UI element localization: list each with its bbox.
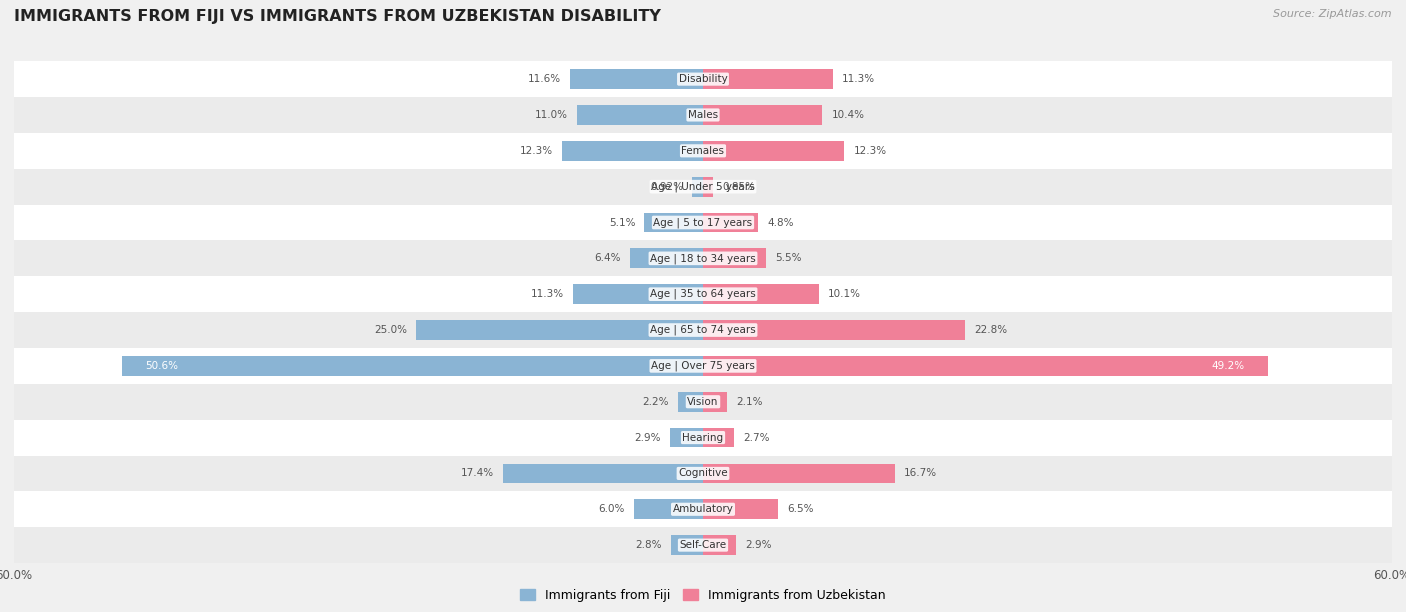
Text: IMMIGRANTS FROM FIJI VS IMMIGRANTS FROM UZBEKISTAN DISABILITY: IMMIGRANTS FROM FIJI VS IMMIGRANTS FROM … <box>14 9 661 24</box>
Bar <box>703 212 758 233</box>
Bar <box>671 536 703 555</box>
Text: 22.8%: 22.8% <box>974 325 1007 335</box>
Bar <box>703 69 832 89</box>
Text: 2.9%: 2.9% <box>634 433 661 442</box>
Text: Males: Males <box>688 110 718 120</box>
Text: 16.7%: 16.7% <box>904 468 936 479</box>
Text: Hearing: Hearing <box>682 433 724 442</box>
Text: Cognitive: Cognitive <box>678 468 728 479</box>
Text: Age | 65 to 74 years: Age | 65 to 74 years <box>650 325 756 335</box>
Text: 17.4%: 17.4% <box>461 468 494 479</box>
Text: Age | 18 to 34 years: Age | 18 to 34 years <box>650 253 756 264</box>
Bar <box>703 428 734 447</box>
Text: 2.8%: 2.8% <box>636 540 662 550</box>
Text: 4.8%: 4.8% <box>768 217 794 228</box>
Bar <box>703 105 823 125</box>
Bar <box>14 61 1392 97</box>
Bar <box>14 276 1392 312</box>
Text: Vision: Vision <box>688 397 718 407</box>
Text: Age | Over 75 years: Age | Over 75 years <box>651 360 755 371</box>
Text: 11.6%: 11.6% <box>527 74 561 84</box>
Bar <box>416 320 703 340</box>
Bar <box>14 204 1392 241</box>
Text: 10.4%: 10.4% <box>831 110 865 120</box>
Text: 11.0%: 11.0% <box>534 110 568 120</box>
Text: 2.7%: 2.7% <box>744 433 769 442</box>
Text: 2.2%: 2.2% <box>643 397 669 407</box>
Bar <box>503 463 703 483</box>
Bar <box>703 356 1268 376</box>
Bar <box>703 320 965 340</box>
Text: 2.9%: 2.9% <box>745 540 772 550</box>
Text: 11.3%: 11.3% <box>842 74 875 84</box>
Text: Ambulatory: Ambulatory <box>672 504 734 514</box>
Bar <box>576 105 703 125</box>
Bar <box>630 248 703 268</box>
Text: Females: Females <box>682 146 724 156</box>
Bar <box>703 285 818 304</box>
Bar <box>703 141 844 161</box>
Bar <box>669 428 703 447</box>
Bar <box>703 392 727 412</box>
Bar <box>14 97 1392 133</box>
Text: Self-Care: Self-Care <box>679 540 727 550</box>
Text: Age | 5 to 17 years: Age | 5 to 17 years <box>654 217 752 228</box>
Text: 50.6%: 50.6% <box>145 361 179 371</box>
Text: 6.4%: 6.4% <box>593 253 620 263</box>
Bar <box>14 527 1392 563</box>
Bar <box>14 312 1392 348</box>
Bar <box>569 69 703 89</box>
Bar <box>14 420 1392 455</box>
Bar <box>14 348 1392 384</box>
Bar <box>678 392 703 412</box>
Text: 11.3%: 11.3% <box>531 289 564 299</box>
Text: Disability: Disability <box>679 74 727 84</box>
Bar <box>692 177 703 196</box>
Bar <box>634 499 703 519</box>
Bar <box>644 212 703 233</box>
Text: 2.1%: 2.1% <box>737 397 763 407</box>
Text: 5.1%: 5.1% <box>609 217 636 228</box>
Bar <box>14 241 1392 276</box>
Bar <box>14 133 1392 169</box>
Bar <box>703 499 778 519</box>
Bar <box>14 455 1392 491</box>
Text: Source: ZipAtlas.com: Source: ZipAtlas.com <box>1274 9 1392 19</box>
Bar <box>562 141 703 161</box>
Bar <box>14 491 1392 527</box>
Bar <box>14 384 1392 420</box>
Bar <box>703 177 713 196</box>
Text: Age | Under 5 years: Age | Under 5 years <box>651 181 755 192</box>
Text: 49.2%: 49.2% <box>1212 361 1244 371</box>
Text: 6.0%: 6.0% <box>599 504 624 514</box>
Bar <box>574 285 703 304</box>
Bar <box>703 536 737 555</box>
Bar <box>703 248 766 268</box>
Text: 5.5%: 5.5% <box>775 253 801 263</box>
Bar <box>122 356 703 376</box>
Text: 25.0%: 25.0% <box>374 325 406 335</box>
Text: Age | 35 to 64 years: Age | 35 to 64 years <box>650 289 756 299</box>
Text: 6.5%: 6.5% <box>787 504 813 514</box>
Text: 12.3%: 12.3% <box>519 146 553 156</box>
Text: 0.85%: 0.85% <box>721 182 755 192</box>
Text: 12.3%: 12.3% <box>853 146 887 156</box>
Legend: Immigrants from Fiji, Immigrants from Uzbekistan: Immigrants from Fiji, Immigrants from Uz… <box>515 584 891 607</box>
Bar <box>703 463 894 483</box>
Bar <box>14 169 1392 204</box>
Text: 0.92%: 0.92% <box>650 182 683 192</box>
Text: 10.1%: 10.1% <box>828 289 860 299</box>
